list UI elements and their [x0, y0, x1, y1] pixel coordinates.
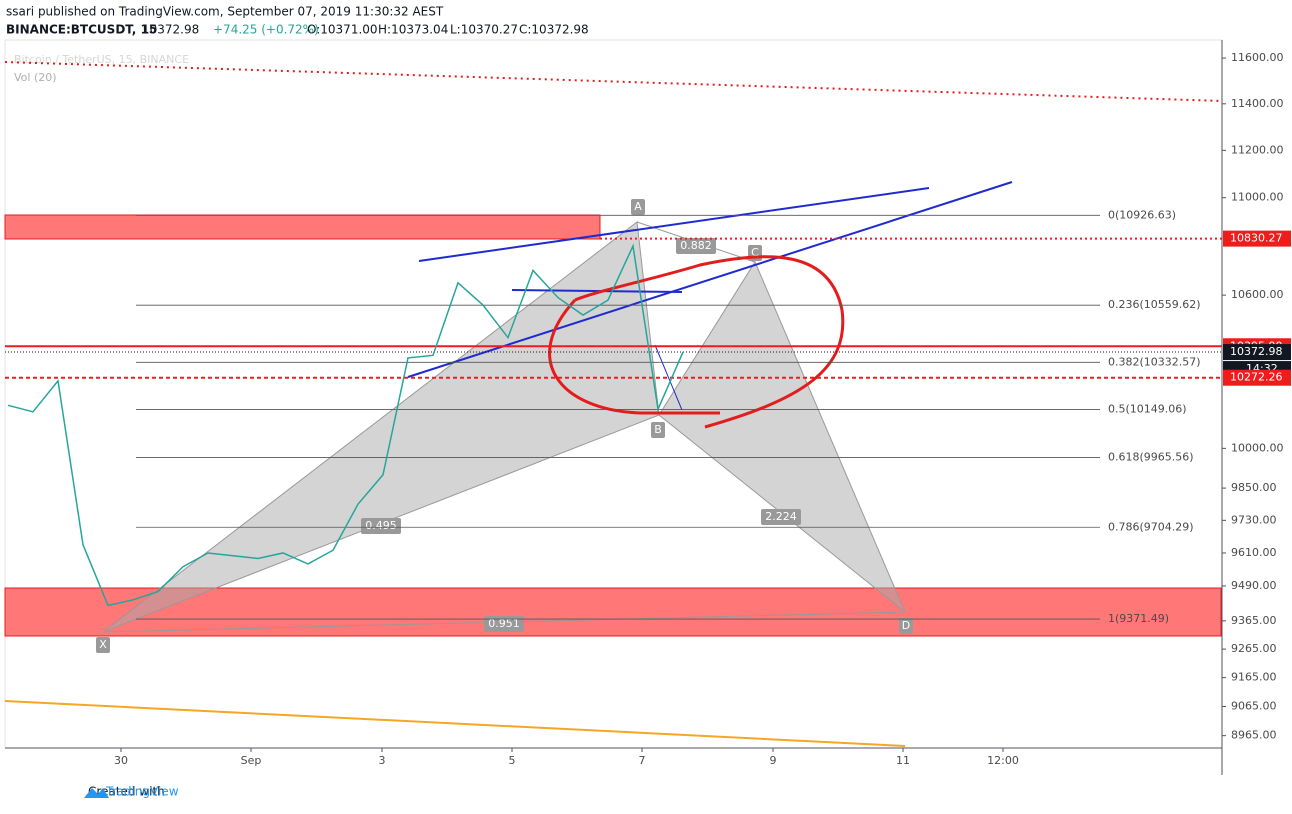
change: +74.25 (+0.72%) [213, 23, 319, 37]
point-label: B [654, 423, 662, 436]
volume-trend [4, 700, 906, 747]
price-label-bg [1223, 344, 1291, 361]
ratio-label: 2.224 [765, 510, 797, 523]
point-label: X [99, 638, 107, 651]
ratio-label: 0.951 [488, 617, 520, 630]
fib-label: 0.236(10559.62) [1108, 298, 1201, 311]
fib-label: 0(10926.63) [1108, 208, 1176, 221]
y-tick-label: 9730.00 [1231, 513, 1277, 526]
y-tick-label: 9490.00 [1231, 579, 1277, 592]
x-tick-label: 11 [896, 754, 910, 767]
point-label: D [902, 619, 910, 632]
harmonic-pattern: X A B C D 0.882 0.495 0.951 2.224 [96, 199, 913, 653]
x-tick-label: 5 [509, 754, 516, 767]
y-tick-label: 11200.00 [1231, 143, 1284, 156]
y-tick-label: 11400.00 [1231, 97, 1284, 110]
point-label: A [634, 200, 642, 213]
price-label-bg [1223, 230, 1291, 247]
fib-label: 0.382(10332.57) [1108, 355, 1201, 368]
x-tick-label: 30 [114, 754, 128, 767]
footer-brand: TradingView [105, 785, 179, 799]
bcd-triangle [658, 260, 906, 613]
x-tick-label: 9 [770, 754, 777, 767]
xab-triangle [102, 221, 660, 633]
ratio-box [676, 238, 716, 254]
range-line [511, 289, 683, 293]
price-label: 10372.98 [1230, 345, 1283, 358]
y-tick-label: 11000.00 [1231, 191, 1284, 204]
y-tick-label: 8965.00 [1231, 729, 1277, 742]
last: 10372.98 [142, 23, 199, 37]
price-label-bg [1223, 369, 1291, 386]
price-label: 10272.26 [1230, 371, 1283, 384]
volume-label: Vol (20) [14, 71, 57, 84]
price-label: 10830.27 [1230, 232, 1283, 245]
fib-label: 0.618(9965.56) [1108, 450, 1194, 463]
wedge-top [418, 187, 930, 262]
point-box [96, 637, 110, 653]
x-tick-label: 12:00 [987, 754, 1019, 767]
x-tick-label: 7 [639, 754, 646, 767]
fib-label: 0.786(9704.29) [1108, 520, 1194, 533]
point-box [631, 199, 645, 215]
high: H:10373.04 [378, 23, 448, 37]
x-tick-label: 3 [379, 754, 386, 767]
y-tick-label: 9165.00 [1231, 671, 1277, 684]
symbol: BINANCE:BTCUSDT, 15 [6, 23, 157, 37]
publisher: ssari published on TradingView.com, Sept… [6, 5, 444, 19]
y-tick-label: 9065.00 [1231, 699, 1277, 712]
point-label: C [751, 246, 759, 259]
fib-label: 1(9371.49) [1108, 612, 1169, 625]
ratio-box [484, 616, 524, 632]
ratio-box [361, 518, 401, 534]
price-line-series [7, 243, 684, 607]
logo [84, 788, 109, 798]
ratio-box [761, 509, 801, 525]
low: L:10370.27 [450, 23, 518, 37]
watermark: Bitcoin / TetherUS, 15, BINANCE [14, 53, 189, 66]
open: O:10371.00 [307, 23, 378, 37]
hand-drawing [548, 255, 845, 429]
trend-line [4, 61, 1223, 102]
x-tick-label: Sep [241, 754, 262, 767]
y-tick-label: 10600.00 [1231, 288, 1284, 301]
fib-label: 0.5(10149.06) [1108, 402, 1187, 415]
y-tick-label: 9365.00 [1231, 614, 1277, 627]
drop-line [654, 344, 683, 411]
y-tick-label: 9610.00 [1231, 546, 1277, 559]
point-box [651, 422, 665, 438]
support-zone [4, 587, 1222, 637]
resistance-zone [4, 214, 601, 240]
close: C:10372.98 [519, 23, 589, 37]
point-box [899, 618, 913, 634]
y-tick-label: 10000.00 [1231, 441, 1284, 454]
ratio-label: 0.495 [365, 519, 397, 532]
wedge-bottom [407, 181, 1013, 378]
y-tick-label: 9265.00 [1231, 642, 1277, 655]
y-tick-label: 9850.00 [1231, 481, 1277, 494]
y-tick-label: 11600.00 [1231, 51, 1284, 64]
ratio-label: 0.882 [680, 239, 712, 252]
